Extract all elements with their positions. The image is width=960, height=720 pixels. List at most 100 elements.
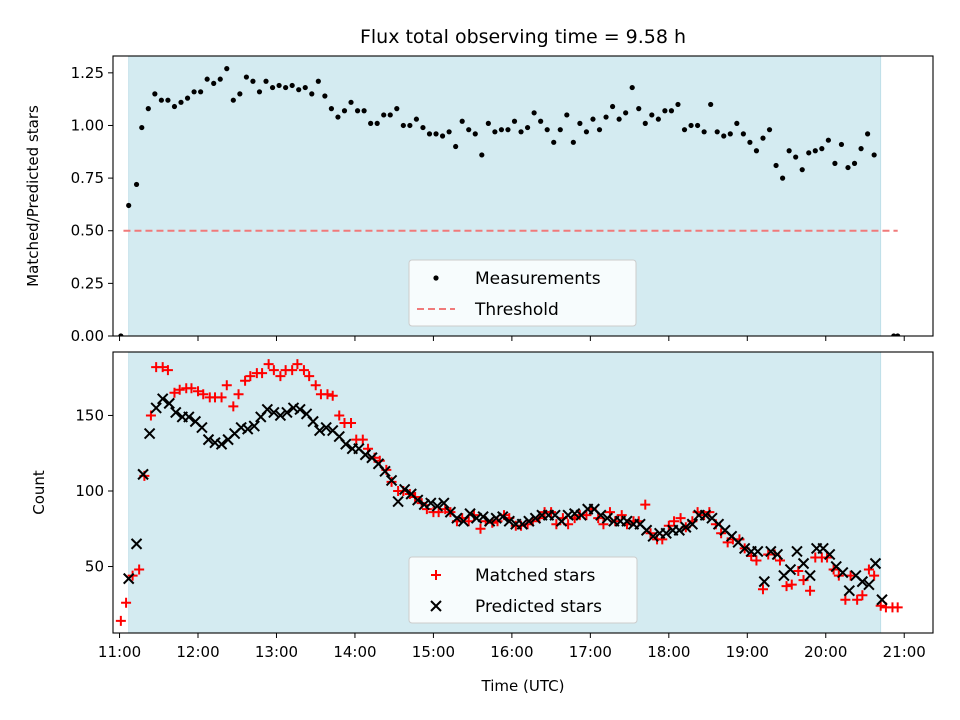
measurement-point [289,82,295,89]
measurement-point [734,120,740,126]
measurement-point [636,106,642,112]
matched-star-point [781,581,792,592]
matched-star-point [675,513,686,524]
measurement-point [433,131,439,137]
matched-star-point [310,380,321,391]
matched-star-point [892,602,903,613]
measurement-point [557,127,563,133]
measurement-point [740,131,746,137]
measurement-point [145,106,151,112]
measurement-point [459,118,465,124]
measurement-point [420,124,426,131]
measurement-point [596,127,603,133]
matched-star-point [669,516,680,527]
matched-star-point [257,368,268,379]
matched-star-point [268,365,279,376]
measurement-point [714,129,720,135]
measurement-point [328,106,335,112]
measurement-point [485,120,491,126]
plot-area [115,359,903,626]
matched-star-point [751,555,762,566]
predicted-star-point [752,545,764,558]
matched-star-point [805,585,816,596]
measurement-point [603,114,609,120]
matched-star-point [640,499,651,510]
matched-star-point [757,584,768,595]
predicted-star-point [503,515,515,527]
y-tick-label: 0.00 [71,327,104,345]
predicted-star-point [451,512,463,524]
legend-label: Matched stars [475,566,595,586]
measurement-point [479,152,485,158]
y-tick-label: 0.75 [71,169,104,187]
x-tick-label: 18:00 [647,643,690,661]
predicted-star-point [843,584,856,597]
predicted-star-point [497,510,509,523]
measurement-point [492,129,498,135]
measurement-point [891,333,897,336]
x-tick-label: 19:00 [726,643,769,661]
measurement-point [590,116,596,122]
predicted-star-point [163,397,175,410]
matched-star-point [121,597,132,608]
predicted-star-point [771,548,784,561]
y-axis-label: Matched/Predicted stars [24,105,42,287]
measurement-point [374,120,380,126]
measurement-point [662,108,668,114]
measurement-point [799,167,805,173]
predicted-star-point [425,497,437,509]
matched-star-point [463,516,474,527]
predicted-star-point [268,406,280,419]
matched-star-point [292,359,303,370]
measurement-point [387,112,393,118]
measurement-point [786,148,792,154]
measurement-point [211,80,217,86]
predicted-star-point [758,575,770,588]
x-tick-label: 17:00 [569,643,612,661]
predicted-star-point [680,521,692,533]
measurement-point [361,108,367,114]
measurement-point [570,139,576,145]
measurement-point [721,133,727,139]
matched-star-point [275,371,286,382]
y-tick-label: 0.50 [71,222,104,240]
predicted-star-point [621,515,633,527]
measurement-point [118,333,124,336]
measurement-point [309,91,315,97]
predicted-star-point [837,566,849,579]
axes-frame [112,351,934,634]
measurement-point [158,97,164,103]
measurement-point [694,122,701,129]
matched-star-point [228,401,239,412]
predicted-star-point [660,527,672,539]
measurement-point [250,78,256,84]
measurement-point [524,124,531,131]
matched-star-point [786,579,797,590]
measurement-point [296,87,302,93]
measurement-point [623,110,629,116]
measurement-point [564,112,570,118]
predicted-star-point [294,403,306,416]
predicted-star-point [863,578,875,591]
measurement-point [760,135,766,141]
matched-star-point [157,362,168,373]
matched-star-point [134,564,145,575]
measurement-point [413,116,420,122]
predicted-star-point [595,509,607,521]
measurement-point [583,129,590,135]
measurement-point [832,160,838,166]
measurement-point [191,89,197,95]
measurement-point [895,333,901,336]
measurement-point [727,131,733,137]
measurement-point [871,152,877,158]
axes-frame [112,55,934,337]
measurement-point [865,131,871,137]
matched-star-point [857,590,868,601]
matched-star-point [221,380,232,391]
legend-label: Predicted stars [475,597,602,617]
measurement-point [773,162,779,169]
matched-star-point [174,384,185,395]
predicted-star-point [516,518,529,530]
measurement-point [825,137,831,143]
